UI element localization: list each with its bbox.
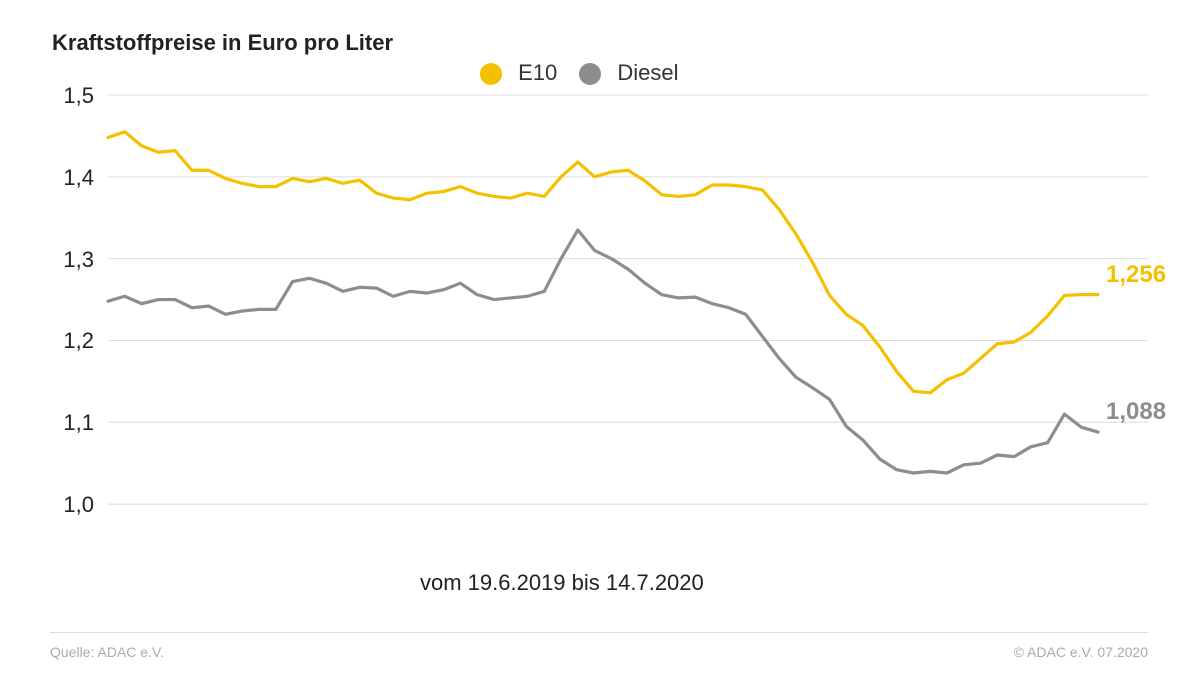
end-label-diesel: 1,088 [1106,398,1166,426]
footer-divider [50,632,1148,633]
end-label-e10: 1,256 [1106,261,1166,289]
series-line-diesel [108,230,1098,473]
date-range: vom 19.6.2019 bis 14.7.2020 [420,570,704,596]
copyright-text: © ADAC e.V. 07.2020 [1014,644,1148,660]
source-text: Quelle: ADAC e.V. [50,644,164,660]
series-line-e10 [108,132,1098,393]
